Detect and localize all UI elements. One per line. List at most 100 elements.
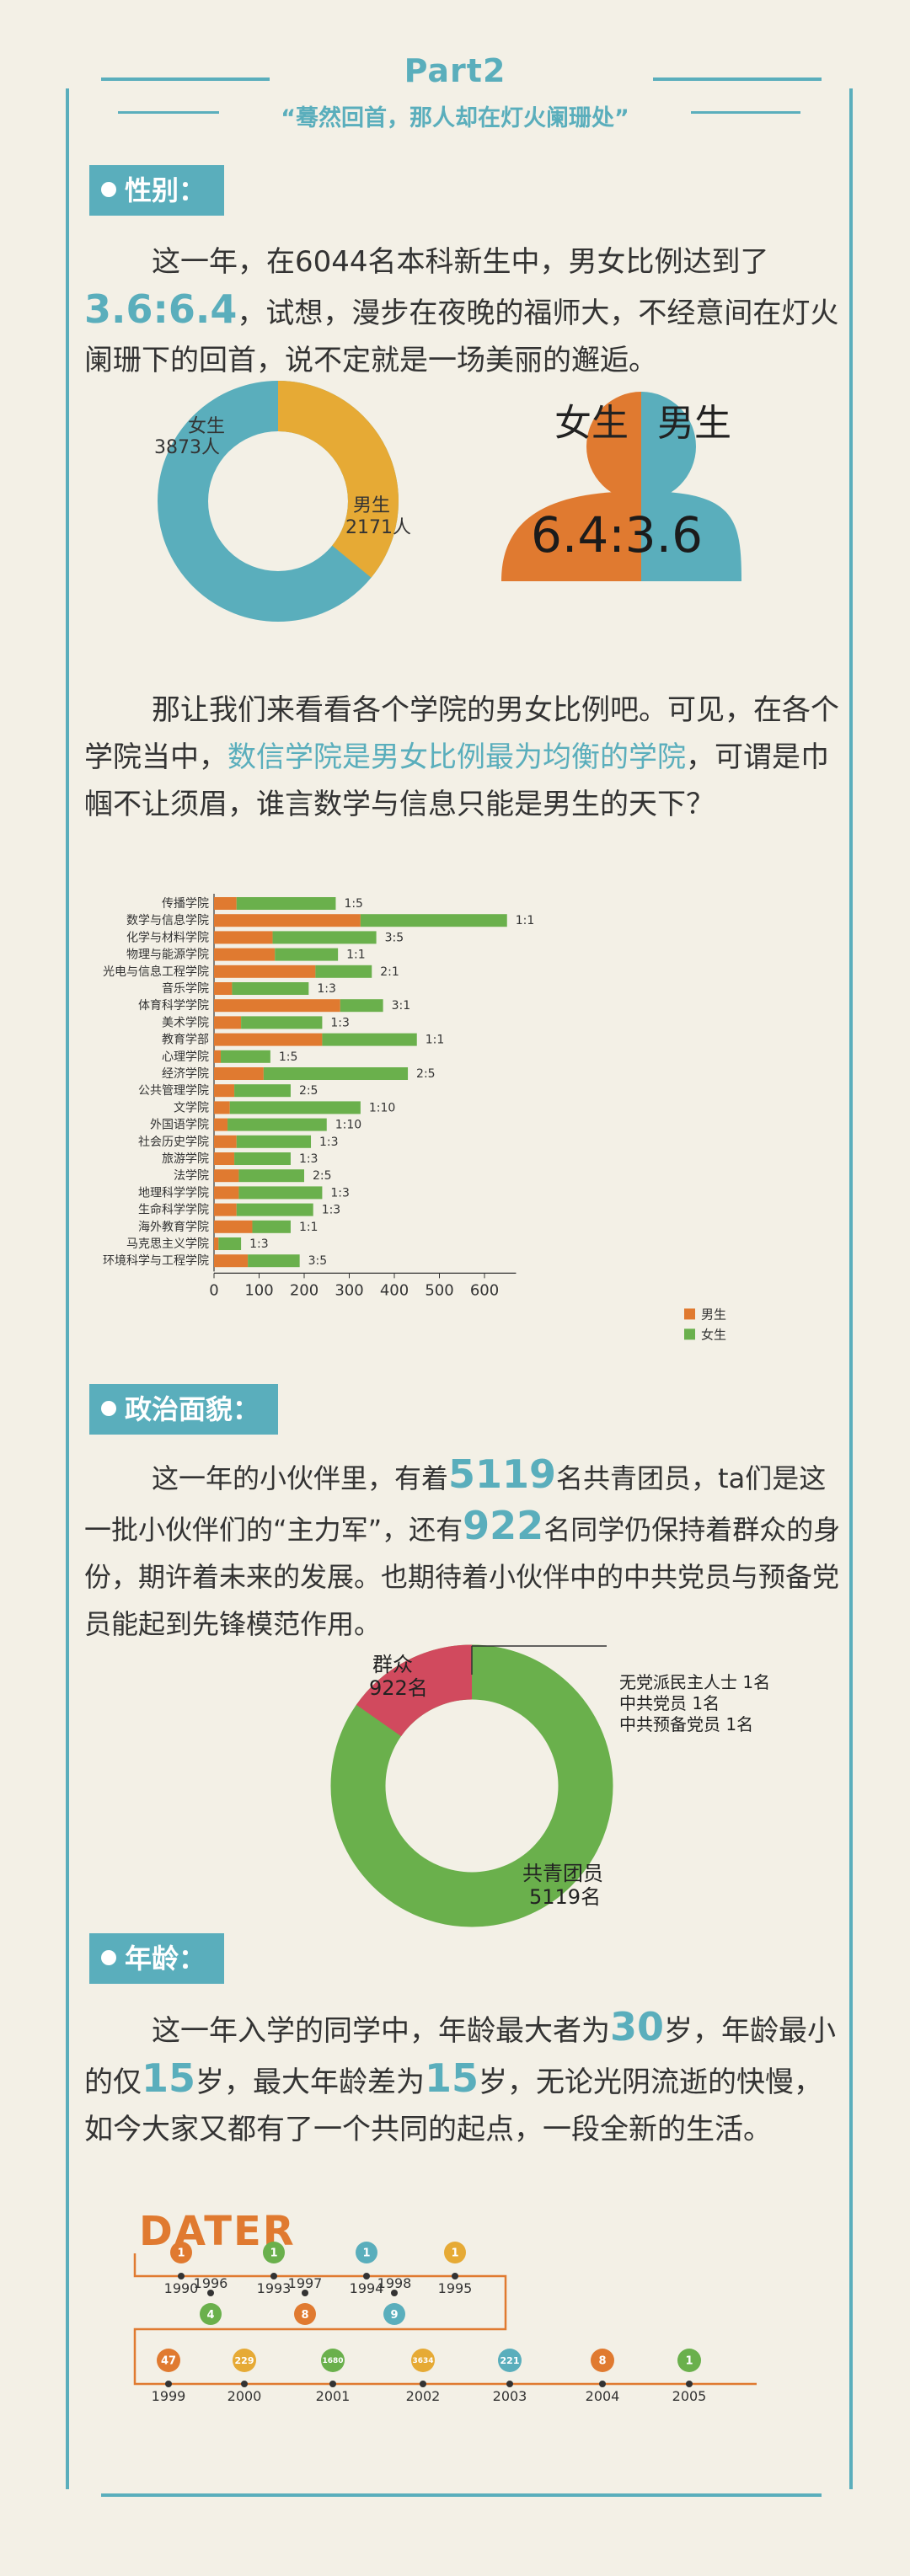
age-year-label: 1990 (164, 2280, 199, 2296)
bar-male (214, 1033, 323, 1046)
age-year-label: 1998 (377, 2275, 412, 2291)
bar-female (228, 1118, 327, 1131)
ratio-label: 3:5 (308, 1254, 328, 1268)
age-para-a: 这一年入学的同学中，年龄最大者为 (152, 2014, 610, 2048)
gender-label-text: 性别： (125, 174, 206, 206)
age-count-bubble (383, 2303, 405, 2325)
age-count-text: 4 (206, 2309, 214, 2322)
bar-male (214, 965, 316, 978)
age-para-d: 岁，无论光阴流逝的快慢，如今大家又都有了一个共同的起点，一段全新的生活。 (84, 2066, 823, 2146)
politics-num-masses: 922 (463, 1503, 544, 1548)
icon-female-label: 女生 (554, 402, 629, 445)
ratio-label: 3:1 (392, 999, 411, 1013)
age-count-bubble (263, 2242, 285, 2263)
bar-male (214, 1016, 242, 1029)
politics-num-league: 5119 (448, 1451, 557, 1497)
category-label: 法学院 (174, 1169, 209, 1183)
ratio-label: 3:5 (385, 931, 404, 944)
age-year-label: 2001 (316, 2388, 351, 2404)
age-year-label: 1999 (152, 2388, 186, 2404)
ratio-label: 1:1 (299, 1221, 318, 1234)
x-tick-label: 500 (425, 1281, 453, 1299)
frame-bottom-line (101, 2493, 822, 2497)
ratio-label: 2:1 (380, 965, 399, 979)
age-section-label: 年龄： (89, 1933, 225, 1984)
bar-male (214, 1186, 239, 1200)
age-year-label: 1996 (194, 2275, 228, 2291)
age-year-label: 2003 (493, 2388, 527, 2404)
category-label: 文学院 (174, 1101, 209, 1114)
x-tick-label: 0 (209, 1281, 218, 1299)
timeline-dot (302, 2290, 308, 2296)
bar-male (214, 982, 233, 995)
bar-male (214, 1203, 237, 1216)
ratio-label: 1:5 (344, 897, 363, 911)
category-label: 数学与信息学院 (126, 913, 209, 927)
frame-top-right-line2 (691, 111, 800, 114)
age-count-bubble (294, 2303, 316, 2325)
age-count-text: 1680 (322, 2357, 343, 2365)
category-label: 美术学院 (162, 1016, 209, 1029)
college-para-b: ，可谓是巾帼不让须眉，谁言数学与信息只能是男生的天下？ (84, 740, 829, 821)
bar-female (248, 1254, 300, 1268)
age-count-bubble (411, 2349, 435, 2372)
bar-male (214, 1254, 249, 1268)
timeline-dot (506, 2381, 513, 2387)
bar-male (214, 1101, 230, 1114)
bar-female (236, 897, 336, 910)
bar-male (214, 1084, 235, 1098)
timeline-dot (207, 2290, 214, 2296)
masses-count: 922名 (369, 1676, 428, 1700)
ratio-label: 1:3 (322, 1204, 341, 1217)
bar-male (214, 1237, 219, 1250)
age-count-text: 1 (362, 2247, 370, 2260)
category-label: 音乐学院 (162, 981, 209, 996)
politics-para-c: 名同学仍保持着群众的身份，期许着未来的发展。也期待着小伙伴中的中共党员与预备党员… (84, 1514, 841, 1640)
timeline-dot (241, 2381, 248, 2387)
age-para-b: 岁，年龄最小的仅 (84, 2014, 837, 2099)
politics-paragraph: 这一年的小伙伴里，有着5119名共青团员，ta们是这一批小伙伴们的“主力军”，还… (84, 1451, 843, 1648)
politics-section-label: 政治面貌： (89, 1384, 279, 1435)
others-line-1: 无党派民主人士 1名 (619, 1672, 770, 1692)
frame-top-left-line (101, 77, 270, 81)
donut-female-label: 女生 (188, 416, 225, 437)
frame-top-left-line2 (118, 111, 219, 114)
category-label: 地理科学学院 (138, 1186, 209, 1200)
bar-male (214, 948, 276, 961)
age-paragraph: 这一年入学的同学中，年龄最大者为30岁，年龄最小的仅15岁，最大年龄差为15岁，… (84, 2003, 843, 2153)
age-year-label: 2000 (228, 2388, 262, 2404)
bar-female (236, 1135, 312, 1148)
age-num-max: 30 (610, 2004, 665, 2050)
age-count-text: 221 (500, 2355, 520, 2366)
category-label: 经济学院 (162, 1067, 209, 1081)
category-label: 光电与信息工程学院 (103, 965, 209, 979)
ratio-label: 2:5 (313, 1169, 332, 1183)
bar-female (218, 1237, 242, 1250)
bar-male (214, 1067, 264, 1080)
legend-swatch (684, 1308, 695, 1320)
ratio-label: 1:3 (299, 1152, 318, 1166)
age-count-bubble (233, 2349, 256, 2372)
ratio-label: 1:10 (369, 1101, 395, 1114)
league-label: 共青团员 (522, 1862, 603, 1885)
category-label: 心理学院 (162, 1050, 209, 1064)
bar-female (340, 999, 383, 1013)
donut-male-count: 2171人 (345, 517, 411, 538)
bar-female (263, 1067, 409, 1080)
age-label-text: 年龄： (125, 1943, 206, 1975)
donut-female-count: 3873人 (154, 437, 220, 458)
bar-female (236, 1203, 313, 1216)
age-year-label: 1994 (350, 2280, 384, 2296)
bar-male (214, 1169, 239, 1183)
category-label: 传播学院 (162, 897, 209, 911)
ratio-label: 1:5 (279, 1050, 298, 1064)
bar-male (214, 931, 273, 944)
bar-male (214, 897, 237, 910)
icon-ratio-text: 6.4:3.6 (531, 506, 703, 564)
age-num-min: 15 (142, 2055, 196, 2101)
gender-section-label: 性别： (89, 165, 225, 216)
age-count-bubble (200, 2303, 222, 2325)
category-label: 海外教育学院 (138, 1221, 209, 1234)
gender-donut-chart: 女生 3873人 男生 2171人 (154, 381, 411, 622)
timeline-dot (686, 2381, 693, 2387)
